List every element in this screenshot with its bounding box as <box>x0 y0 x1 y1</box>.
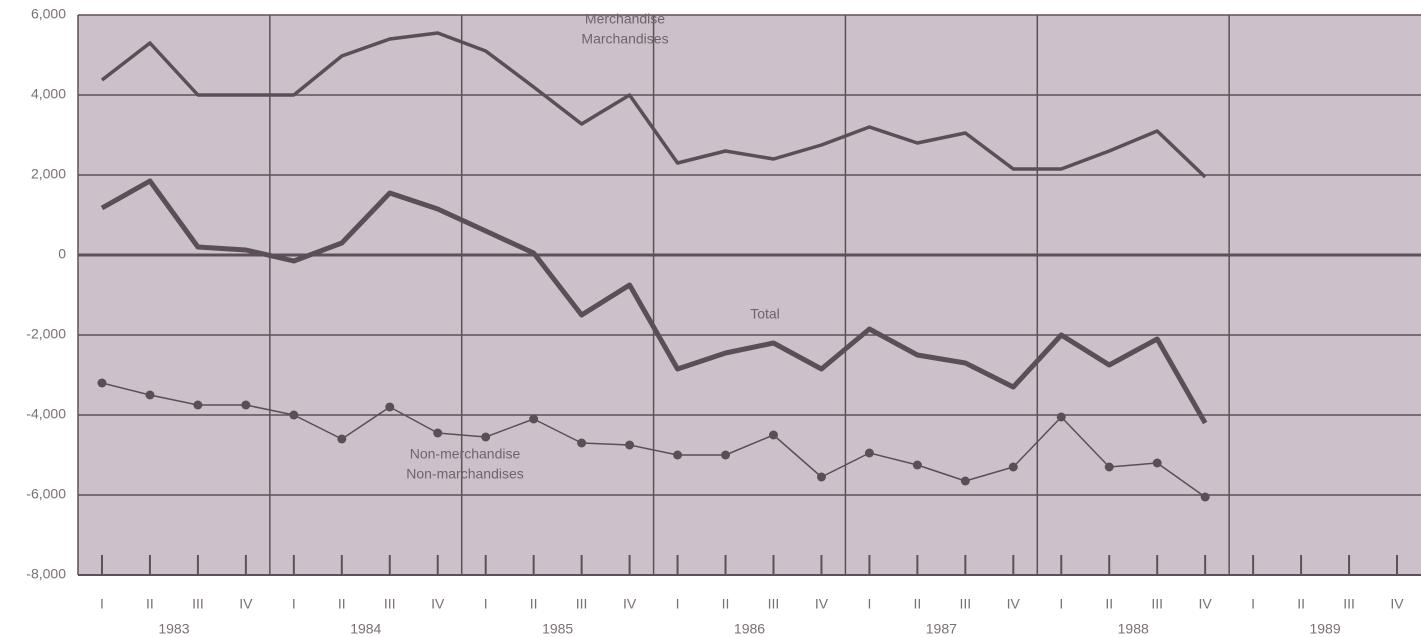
plot-area <box>78 15 1421 575</box>
year-label: 1984 <box>350 621 381 637</box>
x-tick-label: I <box>676 596 680 612</box>
year-label: 1985 <box>542 621 573 637</box>
x-tick-label: III <box>192 596 204 612</box>
x-tick-label: III <box>384 596 396 612</box>
point <box>241 400 251 410</box>
x-tick-label: IV <box>815 596 829 612</box>
point <box>97 378 107 388</box>
point <box>768 430 778 440</box>
y-tick-label: 4,000 <box>31 86 66 102</box>
year-label: 1987 <box>926 621 957 637</box>
point <box>385 402 395 412</box>
point <box>1200 492 1210 502</box>
x-tick-label: IV <box>623 596 637 612</box>
x-tick-label: IV <box>1199 596 1213 612</box>
point <box>960 476 970 486</box>
x-tick-label: I <box>867 596 871 612</box>
year-label: 1988 <box>1118 621 1149 637</box>
y-tick-label: 2,000 <box>31 166 66 182</box>
point <box>529 414 539 424</box>
point <box>912 460 922 470</box>
x-tick-label: III <box>1343 596 1355 612</box>
series-annotation: Total <box>750 306 780 322</box>
series-annotation: Marchandises <box>581 31 668 47</box>
series-annotation: Non-merchandise <box>410 446 521 462</box>
series-line <box>100 31 1207 179</box>
point <box>721 450 731 460</box>
year-label: 1989 <box>1309 621 1340 637</box>
x-tick-label: II <box>530 596 538 612</box>
x-tick-label: I <box>484 596 488 612</box>
point <box>193 400 203 410</box>
point <box>577 438 587 448</box>
point <box>625 440 635 450</box>
series-annotation: Merchandise <box>585 11 665 27</box>
x-tick-label: III <box>960 596 972 612</box>
point <box>145 390 155 400</box>
y-tick-label: 0 <box>58 246 66 262</box>
x-tick-label: II <box>913 596 921 612</box>
y-tick-label: 6,000 <box>31 6 66 22</box>
point <box>1152 458 1162 468</box>
point <box>481 432 491 442</box>
point <box>337 434 347 444</box>
x-tick-label: IV <box>239 596 253 612</box>
x-tick-label: II <box>722 596 730 612</box>
point <box>1008 462 1018 472</box>
x-tick-label: IV <box>1390 596 1404 612</box>
x-tick-label: II <box>146 596 154 612</box>
x-tick-label: III <box>576 596 588 612</box>
year-label: 1986 <box>734 621 765 637</box>
x-tick-label: I <box>292 596 296 612</box>
series-line <box>100 178 1208 425</box>
x-tick-label: II <box>1297 596 1305 612</box>
point <box>289 410 299 420</box>
x-tick-label: I <box>1251 596 1255 612</box>
x-tick-label: IV <box>1007 596 1021 612</box>
x-tick-label: IV <box>431 596 445 612</box>
point <box>1104 462 1114 472</box>
y-tick-label: -2,000 <box>26 326 66 342</box>
year-label: 1983 <box>158 621 189 637</box>
series-annotation: Non-marchandises <box>406 466 524 482</box>
point <box>433 428 443 438</box>
x-tick-label: I <box>100 596 104 612</box>
series-line <box>101 382 1206 498</box>
x-tick-label: II <box>338 596 346 612</box>
x-tick-label: I <box>1059 596 1063 612</box>
x-tick-label: II <box>1105 596 1113 612</box>
y-tick-label: -6,000 <box>26 486 66 502</box>
point <box>864 448 874 458</box>
y-tick-label: -4,000 <box>26 406 66 422</box>
x-tick-label: III <box>1151 596 1163 612</box>
point <box>816 472 826 482</box>
point <box>1056 412 1066 422</box>
point <box>673 450 683 460</box>
y-tick-label: -8,000 <box>26 566 66 582</box>
x-tick-label: III <box>768 596 780 612</box>
